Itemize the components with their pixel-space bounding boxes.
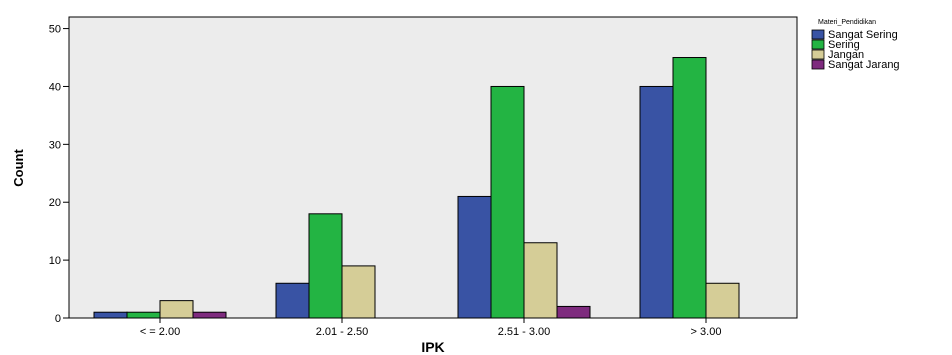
bar-sangat-sering-3 (639, 85, 674, 319)
bar-sangat-sering-2 (457, 195, 492, 319)
x-tick-label-2: 2.51 - 3.00 (498, 326, 551, 338)
bar-sangat-jarang-0 (192, 311, 227, 319)
bar-sering-1 (308, 213, 343, 319)
legend-swatch-2 (811, 49, 825, 60)
bar-jangan-2 (523, 242, 558, 319)
x-tick-label-3: > 3.00 (691, 326, 722, 338)
legend: Materi_Pendidikan Sangat SeringSeringJan… (811, 19, 900, 71)
x-tick-label-0: < = 2.00 (140, 326, 180, 338)
x-axis-title: IPK (421, 339, 444, 355)
legend-swatch-1 (811, 39, 825, 50)
bar-sangat-sering-1 (275, 282, 310, 319)
y-tick-label-50: 50 (49, 24, 61, 36)
bar-sangat-jarang-2 (556, 305, 591, 319)
legend-label-3: Sangat Jarang (828, 59, 900, 71)
bar-sering-2 (490, 85, 525, 319)
bar-sering-3 (672, 57, 707, 319)
y-tick-label-10: 10 (49, 255, 61, 267)
legend-label-2: Jangan (828, 49, 864, 61)
x-axis: < = 2.00 2.01 - 2.50 2.51 - 3.00 > 3.00 (140, 318, 722, 338)
y-tick-label-0: 0 (55, 313, 61, 325)
legend-swatch-3 (811, 59, 825, 70)
legend-label-1: Sering (828, 39, 860, 51)
bar-jangan-0 (159, 300, 194, 319)
bars-group (93, 57, 740, 319)
bar-jangan-3 (705, 282, 740, 319)
y-tick-label-30: 30 (49, 139, 61, 151)
legend-swatch-0 (811, 29, 825, 40)
y-axis-title: Count (11, 149, 26, 187)
y-tick-label-40: 40 (49, 81, 61, 93)
legend-label-0: Sangat Sering (828, 29, 898, 41)
bar-sering-0 (126, 311, 161, 319)
x-tick-label-1: 2.01 - 2.50 (316, 326, 369, 338)
legend-title: Materi_Pendidikan (818, 19, 876, 26)
bar-jangan-1 (341, 265, 376, 319)
y-tick-label-20: 20 (49, 197, 61, 209)
y-axis: 0 10 20 30 40 50 (49, 24, 69, 325)
bar-sangat-sering-0 (93, 311, 128, 319)
